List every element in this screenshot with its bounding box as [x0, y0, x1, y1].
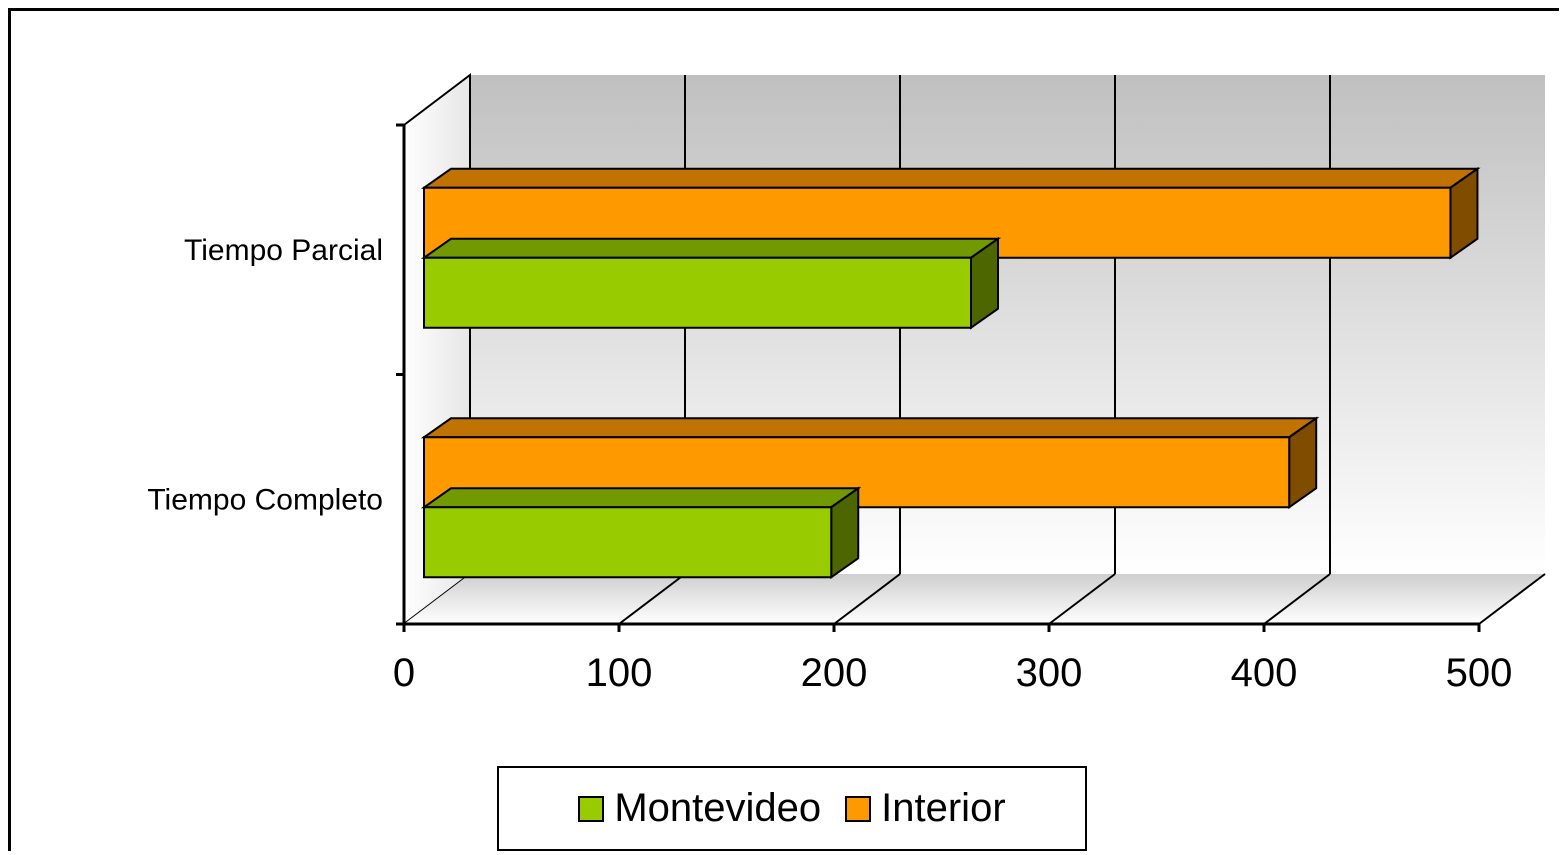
bar-top-interior-tiempo-parcial: [420, 167, 1481, 189]
legend-label-interior: Interior: [881, 786, 1006, 830]
legend-swatch-interior: [845, 795, 872, 822]
gridline-floor: [1048, 573, 1116, 625]
chart-labels: Tiempo Parcial Tiempo Completo 0 100 200 300 4…: [147, 234, 1512, 695]
chart-bars: [420, 166, 1481, 580]
bar-top-montevideo-tiempo-parcial: [420, 237, 1002, 259]
bar-montevideo-tiempo-completo: [423, 506, 833, 579]
legend-swatch-montevideo: [578, 795, 605, 822]
floor: [404, 574, 1545, 624]
legend-item-interior: Interior: [845, 786, 1006, 831]
bar-top-interior-tiempo-completo: [420, 417, 1320, 439]
gridline-floor: [833, 573, 901, 625]
chart-axes: [396, 123, 1481, 632]
category-label-tiempo-completo: Tiempo Completo: [147, 483, 383, 516]
x-tick-label-300: 300: [1016, 651, 1083, 695]
chart-legend: Montevideo Interior: [497, 766, 1087, 851]
legend-item-montevideo: Montevideo: [578, 786, 821, 831]
x-tick-label-0: 0: [393, 651, 415, 695]
floor-edge: [1478, 573, 1546, 625]
legend-label-montevideo: Montevideo: [614, 786, 822, 830]
category-label-tiempo-parcial: Tiempo Parcial: [184, 234, 383, 267]
bar-top-montevideo-tiempo-completo: [420, 487, 862, 509]
x-tick-label-100: 100: [586, 651, 653, 695]
x-tick-label-400: 400: [1231, 651, 1298, 695]
bar-montevideo-tiempo-parcial: [423, 256, 972, 329]
gridline-floor: [618, 573, 686, 625]
x-tick-label-500: 500: [1446, 651, 1513, 695]
gridline-floor: [1263, 573, 1331, 625]
x-tick-label-200: 200: [801, 651, 868, 695]
